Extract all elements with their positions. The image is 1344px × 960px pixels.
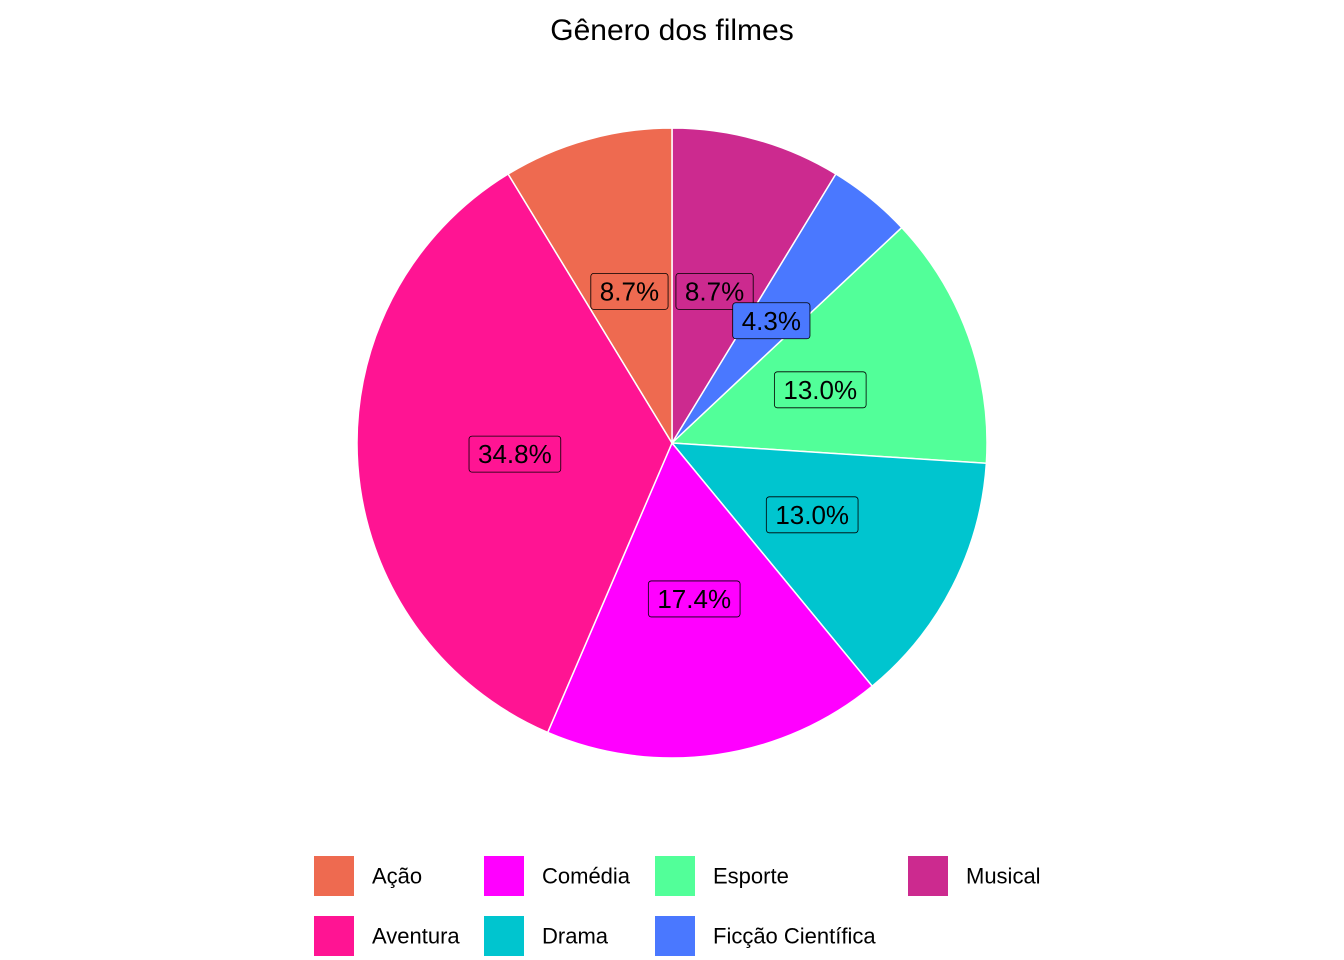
- slice-label-text: 17.4%: [657, 584, 731, 614]
- legend-item-comedia: Comédia: [484, 856, 631, 896]
- legend-swatch: [484, 916, 524, 956]
- slice-label-acao: 8.7%: [590, 272, 669, 310]
- slice-label-box: [468, 435, 562, 473]
- legend-label: Comédia: [542, 864, 631, 889]
- pie-slice-esporte: [670, 226, 988, 465]
- legend-swatch: [314, 916, 354, 956]
- legend-item-esporte: Esporte: [655, 856, 789, 896]
- slice-label-musical: 8.7%: [675, 272, 754, 310]
- slice-label-esporte: 13.0%: [773, 371, 867, 409]
- slice-label-box: [590, 272, 669, 310]
- slice-label-text: 13.0%: [775, 500, 849, 530]
- pie-slices: [356, 127, 988, 759]
- pie-slice-musical: [671, 127, 837, 446]
- slice-label-box: [732, 302, 811, 340]
- slice-label-comedia: 17.4%: [647, 580, 741, 618]
- legend-swatch: [908, 856, 948, 896]
- pie-labels: 8.7%4.3%13.0%13.0%17.4%34.8%8.7%: [468, 272, 867, 618]
- legend: Ação Aventura Comédia Drama Esporte Ficção Ci…: [314, 856, 1041, 956]
- legend-label: Aventura: [372, 924, 460, 949]
- pie-slice-acao: [507, 127, 673, 446]
- slice-label-aventura: 34.8%: [468, 435, 562, 473]
- slice-label-text: 13.0%: [783, 375, 857, 405]
- slice-label-text: 4.3%: [742, 306, 801, 336]
- slice-label-text: 34.8%: [478, 439, 552, 469]
- legend-label: Esporte: [713, 864, 789, 889]
- slice-label-drama: 13.0%: [765, 496, 859, 534]
- slice-label-box: [773, 371, 867, 409]
- slice-label-box: [675, 272, 754, 310]
- legend-item-acao: Ação: [314, 856, 422, 896]
- legend-item-drama: Drama: [484, 916, 609, 956]
- slice-label-box: [647, 580, 741, 618]
- slice-label-text: 8.7%: [685, 276, 744, 306]
- legend-label: Ficção Científica: [713, 924, 876, 949]
- pie-slice-drama: [670, 442, 988, 688]
- legend-item-ficcao-cientifica: Ficção Científica: [655, 916, 876, 956]
- legend-swatch: [655, 856, 695, 896]
- slice-label-text: 8.7%: [600, 276, 659, 306]
- slice-label-box: [765, 496, 859, 534]
- legend-item-musical: Musical: [908, 856, 1041, 896]
- chart-title: Gênero dos filmes: [550, 14, 793, 47]
- legend-swatch: [314, 856, 354, 896]
- legend-swatch: [655, 916, 695, 956]
- slice-label-ficcao-cientifica: 4.3%: [732, 302, 811, 340]
- legend-label: Musical: [966, 864, 1041, 889]
- legend-label: Ação: [372, 864, 422, 889]
- legend-item-aventura: Aventura: [314, 916, 460, 956]
- legend-swatch: [484, 856, 524, 896]
- legend-label: Drama: [542, 924, 609, 949]
